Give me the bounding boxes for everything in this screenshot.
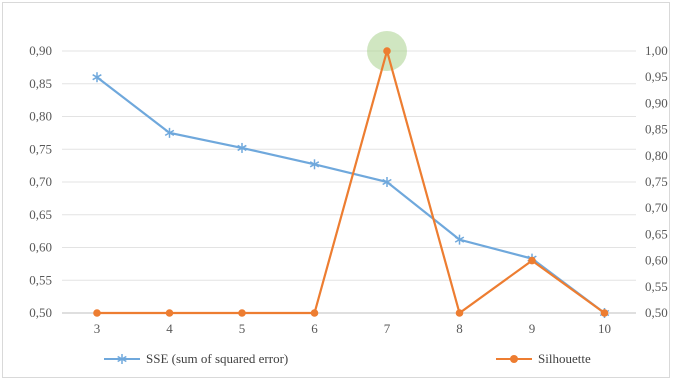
- data-point: [600, 309, 609, 317]
- x-tick-label: 9: [529, 321, 536, 336]
- series-layer: [92, 46, 610, 318]
- right-tick-label: 0,60: [645, 253, 668, 268]
- data-point: [93, 309, 101, 317]
- right-tick-label: 0,50: [645, 305, 668, 320]
- right-tick-label: 0,85: [645, 122, 668, 137]
- series-sse: [92, 72, 610, 318]
- left-tick-label: 0,50: [29, 305, 52, 320]
- series-silhouette: [93, 46, 609, 317]
- right-tick-label: 1,00: [645, 43, 668, 58]
- right-tick-label: 0,90: [645, 95, 668, 110]
- data-point: [237, 142, 247, 153]
- legend: SSE (sum of squared error) Silhouette: [104, 351, 591, 366]
- left-tick-label: 0,75: [29, 141, 52, 156]
- x-tick-label: 10: [598, 321, 611, 336]
- left-y-axis: 0,50 0,55 0,60 0,65 0,70 0,75 0,80 0,85 0,90: [29, 43, 52, 320]
- right-tick-label: 0,70: [645, 200, 668, 215]
- left-tick-label: 0,85: [29, 76, 52, 91]
- data-point: [528, 256, 536, 265]
- marker-stroke: [454, 236, 465, 243]
- legend-sse-label: SSE (sum of squared error): [146, 351, 288, 366]
- marker-stroke: [164, 129, 175, 137]
- chart-frame: [2, 2, 670, 378]
- left-tick-label: 0,65: [29, 207, 52, 222]
- x-tick-label: 6: [311, 321, 318, 336]
- legend-item-silhouette: Silhouette: [496, 351, 591, 366]
- data-point: [164, 127, 175, 138]
- right-tick-label: 0,75: [645, 174, 668, 189]
- right-tick-label: 0,80: [645, 148, 668, 163]
- data-point: [454, 234, 465, 245]
- data-point: [455, 309, 464, 317]
- data-point: [238, 309, 246, 317]
- right-tick-label: 0,95: [645, 69, 668, 84]
- right-y-axis: 0,50 0,55 0,60 0,65 0,70 0,75 0,80 0,85 0,90 0,95…: [645, 43, 668, 320]
- series-line: [96, 76, 606, 314]
- left-tick-label: 0,60: [29, 240, 52, 255]
- marker-stroke: [309, 161, 320, 168]
- legend-item-sse: SSE (sum of squared error): [104, 351, 288, 366]
- data-point: [382, 177, 392, 187]
- left-tick-label: 0,70: [29, 174, 52, 189]
- legend-marker: [117, 354, 127, 364]
- left-tick-label: 0,55: [29, 272, 52, 287]
- data-point: [92, 72, 102, 83]
- left-tick-label: 0,80: [29, 109, 52, 124]
- series-line: [97, 46, 606, 315]
- marker-stroke: [117, 355, 127, 363]
- x-tick-label: 5: [239, 321, 246, 336]
- x-tick-label: 7: [384, 321, 391, 336]
- legend-silhouette-marker-icon: [510, 355, 518, 363]
- data-point: [383, 47, 391, 55]
- x-tick-label: 3: [94, 321, 101, 336]
- left-tick-label: 0,90: [29, 43, 52, 58]
- marker-stroke: [382, 178, 392, 186]
- legend-sse-marker-icon: [117, 354, 127, 364]
- x-tick-label: 8: [456, 321, 463, 336]
- x-axis: 3 4 5 6 7 8 9 10: [94, 321, 611, 336]
- right-tick-label: 0,55: [645, 279, 668, 294]
- marker-stroke: [92, 74, 102, 81]
- data-point: [310, 309, 319, 317]
- legend-silhouette-label: Silhouette: [538, 351, 591, 366]
- right-tick-label: 0,65: [645, 226, 668, 241]
- data-point: [165, 309, 174, 317]
- data-point: [309, 159, 320, 170]
- x-tick-label: 4: [166, 321, 173, 336]
- marker-stroke: [237, 144, 247, 152]
